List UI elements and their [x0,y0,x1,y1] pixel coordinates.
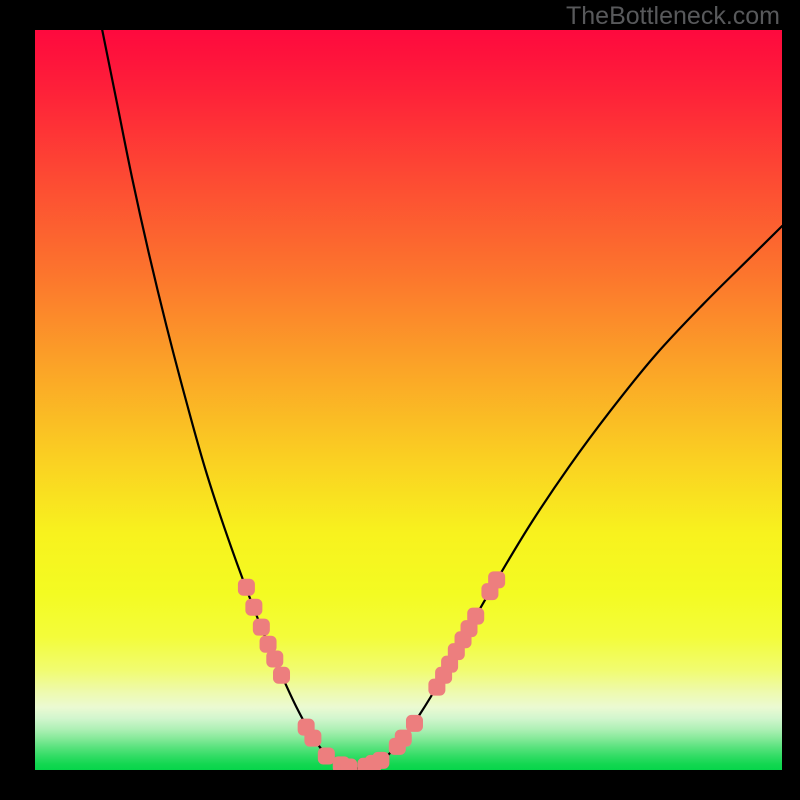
data-marker [274,667,290,683]
chart-svg [35,30,782,770]
data-marker [406,715,422,731]
data-marker [267,651,283,667]
data-marker [238,579,254,595]
data-marker [305,730,321,746]
plot-area [35,30,782,770]
data-marker [253,619,269,635]
watermark-label: TheBottleneck.com [566,2,780,31]
data-marker [341,759,357,770]
data-marker [395,730,411,746]
marker-series [238,572,504,770]
chart-frame: TheBottleneck.com [0,0,800,800]
data-marker [373,752,389,768]
data-marker [246,599,262,615]
bottleneck-curve [102,30,782,769]
data-marker [318,748,334,764]
data-marker [489,572,505,588]
data-marker [468,608,484,624]
data-marker [260,636,276,652]
